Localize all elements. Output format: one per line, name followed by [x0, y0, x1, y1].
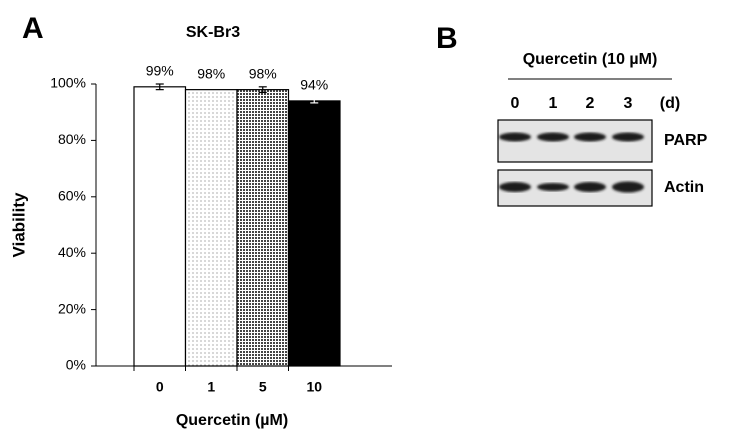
lane-label: 2 [586, 95, 595, 112]
blot-band [612, 132, 644, 142]
error-bar [155, 83, 164, 91]
value-label: 94% [300, 77, 328, 93]
y-tick-label: 0% [66, 357, 86, 373]
row-label: Actin [664, 179, 704, 196]
blot-band [499, 132, 531, 142]
bar [236, 89, 290, 367]
value-label: 99% [146, 63, 174, 79]
x-axis-label: Quercetin (µM) [176, 412, 288, 429]
row-label: PARP [664, 132, 708, 149]
x-tick-label: 0 [156, 379, 164, 395]
value-label: 98% [249, 65, 277, 81]
error-bar [310, 98, 319, 104]
blot-band [612, 181, 644, 193]
chart-title: SK-Br3 [186, 24, 240, 41]
x-tick-label: 10 [306, 379, 322, 395]
lane-label: 3 [624, 95, 633, 112]
western-blot: 0 1 2 3 PARP Actin [497, 95, 708, 207]
y-axis-label: Viability [9, 192, 28, 257]
blot-band [499, 182, 531, 192]
lane-label: 0 [511, 95, 520, 112]
x-tick-label: 1 [207, 379, 215, 395]
bar [287, 100, 341, 367]
blot-unit: (d) [660, 95, 680, 112]
y-tick-label: 80% [58, 131, 86, 147]
panel-label: A [22, 12, 44, 45]
blot-band [574, 132, 606, 142]
blot-band [537, 183, 569, 191]
x-tick-label: 5 [259, 379, 267, 395]
value-label: 98% [197, 65, 225, 81]
error-bar [258, 86, 267, 94]
y-tick-label: 100% [50, 75, 86, 91]
y-tick-label: 40% [58, 244, 86, 260]
bar [184, 89, 238, 367]
blot-band [574, 182, 606, 192]
y-tick-label: 20% [58, 300, 86, 316]
lane-label: 1 [549, 95, 558, 112]
blot-title: Quercetin (10 µM) [523, 51, 658, 68]
blot-band [537, 132, 569, 142]
panel-label: B [436, 22, 458, 55]
y-tick-label: 60% [58, 188, 86, 204]
bar [133, 86, 187, 367]
